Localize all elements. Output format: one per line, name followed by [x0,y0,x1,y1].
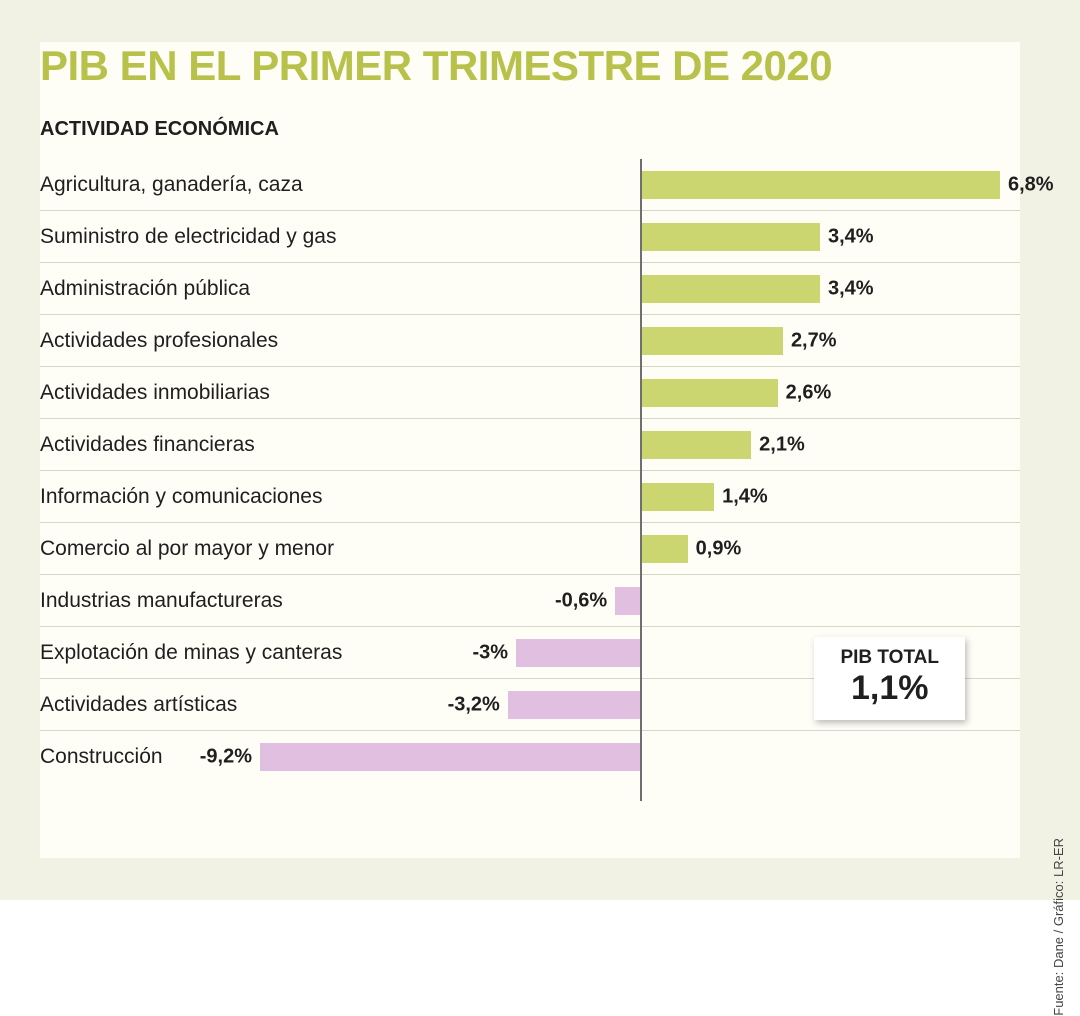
chart-row: Agricultura, ganadería, caza6,8% [40,159,1020,211]
chart-row: Administración pública 3,4% [40,263,1020,315]
value-label: 3,4% [828,278,874,301]
chart-title: PIB EN EL PRIMER TRIMESTRE DE 2020 [40,42,1020,90]
row-label: Actividades profesionales [40,329,640,353]
pib-total-callout: PIB TOTAL1,1% [814,637,965,720]
bar-positive [640,223,820,251]
bar-area: 0,9% [640,523,1020,575]
value-label: 1,4% [722,486,768,509]
value-label: -3% [473,642,509,665]
row-label: Agricultura, ganadería, caza [40,173,640,197]
bar-area: 3,4% [640,211,1020,263]
bar-area: 6,8% [640,159,1020,211]
value-label: -3,2% [448,694,500,717]
row-label: Comercio al por mayor y menor [40,537,640,561]
bar-positive [640,171,1000,199]
bar-positive [640,379,778,407]
source-attribution: Fuente: Dane / Gráfico: LR-ER [1051,838,1066,1016]
bar-positive [640,275,820,303]
row-label: Suministro de electricidad y gas [40,225,640,249]
row-label: Construcción [40,745,640,769]
bar-area: 2,7% [640,315,1020,367]
bar-area: 2,1% [640,419,1020,471]
row-label: Explotación de minas y canteras [40,641,640,665]
bar-positive [640,431,751,459]
chart-row: Actividades inmobiliarias 2,6% [40,367,1020,419]
chart-row: Suministro de electricidad y gas 3,4% [40,211,1020,263]
row-label: Actividades financieras [40,433,640,457]
row-label: Actividades inmobiliarias [40,381,640,405]
chart-subtitle: ACTIVIDAD ECONÓMICA [40,118,1020,141]
zero-axis [640,159,642,801]
value-label: 2,1% [759,434,805,457]
bar-area: 3,4% [640,263,1020,315]
inner-panel: PIB EN EL PRIMER TRIMESTRE DE 2020 ACTIV… [40,42,1020,858]
chart-row: Construcción-9,2% [40,731,1020,783]
bar-positive [640,535,688,563]
callout-title: PIB TOTAL [840,647,939,669]
value-label: -9,2% [200,746,252,769]
chart-row: Industrias manufactureras-0,6% [40,575,1020,627]
value-label: 6,8% [1008,174,1054,197]
value-label: 2,6% [786,382,832,405]
value-label: 2,7% [791,330,837,353]
chart-row: Información y comunicaciones 1,4% [40,471,1020,523]
row-label: Administración pública [40,277,640,301]
row-label: Actividades artísticas [40,693,640,717]
bar-area [640,731,1020,783]
diverging-bar-chart: Agricultura, ganadería, caza6,8%Suminist… [40,159,1020,783]
chart-row: Comercio al por mayor y menor 0,9% [40,523,1020,575]
value-label: -0,6% [555,590,607,613]
outer-canvas: PIB EN EL PRIMER TRIMESTRE DE 2020 ACTIV… [0,0,1080,900]
bar-positive [640,483,714,511]
value-label: 3,4% [828,226,874,249]
chart-row: Actividades profesionales 2,7% [40,315,1020,367]
row-label: Información y comunicaciones [40,485,640,509]
bar-area [640,575,1020,627]
row-label: Industrias manufactureras [40,589,640,613]
callout-value: 1,1% [840,669,939,708]
chart-row: Actividades financieras 2,1% [40,419,1020,471]
bar-area: 1,4% [640,471,1020,523]
bar-positive [640,327,783,355]
value-label: 0,9% [696,538,742,561]
bar-area: 2,6% [640,367,1020,419]
